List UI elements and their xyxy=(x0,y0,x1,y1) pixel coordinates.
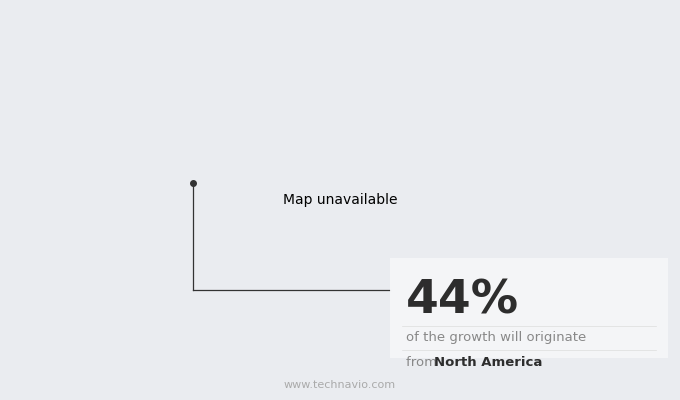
Text: from: from xyxy=(406,356,441,368)
Text: North America: North America xyxy=(434,356,543,368)
Text: Map unavailable: Map unavailable xyxy=(283,193,397,207)
Text: 44%: 44% xyxy=(406,278,519,324)
Text: of the growth will originate: of the growth will originate xyxy=(406,332,586,344)
Text: www.technavio.com: www.technavio.com xyxy=(284,380,396,390)
FancyBboxPatch shape xyxy=(390,258,668,358)
